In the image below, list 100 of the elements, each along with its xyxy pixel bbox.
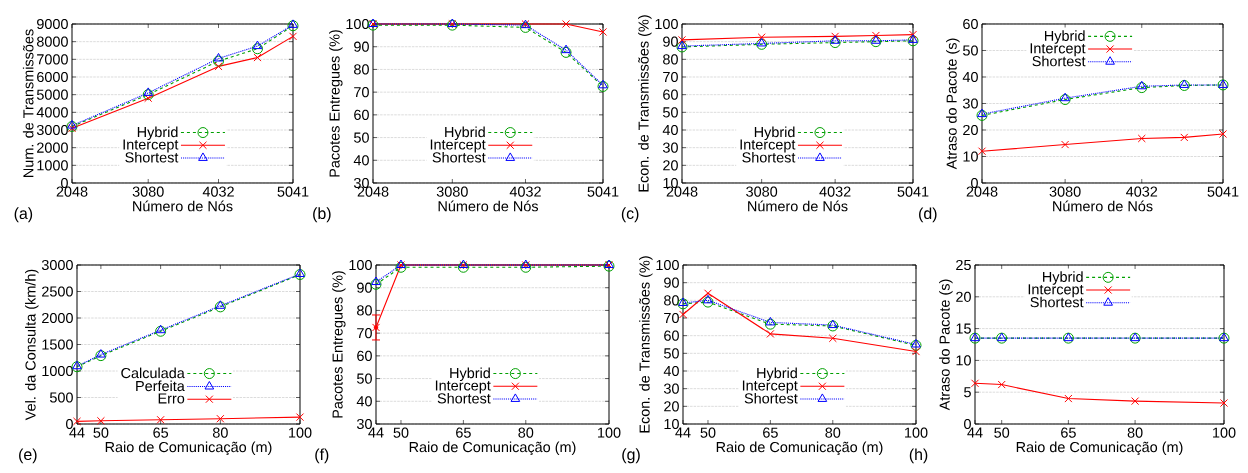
legend-label: Hybrid — [1043, 271, 1083, 285]
y-tick-label: 70 — [663, 71, 678, 83]
legend-label: Hybrid — [754, 126, 795, 141]
y-tick-label: 20 — [956, 291, 971, 302]
x-axis-title: Raio de Comunicação (m) — [105, 441, 272, 456]
x-tick-label: 50 — [994, 427, 1010, 438]
point — [970, 379, 980, 388]
point — [252, 40, 263, 50]
x-tick-label: 3080 — [132, 186, 164, 197]
legend-label: Intercept — [740, 139, 796, 153]
text: (h) — [909, 448, 928, 464]
y-tick-label: 60 — [663, 89, 678, 100]
x-tick-label: 3080 — [436, 186, 468, 197]
y-axis-title: Econ. de Transmissões (%) — [638, 15, 652, 192]
x-axis-title: Número de Nós — [1053, 200, 1153, 212]
point — [1180, 133, 1189, 142]
y-tick-label: 10 — [963, 151, 978, 162]
point — [598, 27, 608, 36]
point — [703, 289, 713, 298]
point — [997, 380, 1006, 389]
legend-label: Shortest — [742, 151, 796, 163]
point — [288, 19, 298, 28]
y-axis-title: Vel. da Consulta (km/h) — [25, 269, 39, 421]
x-tick-label: 65 — [763, 427, 778, 438]
y-tick-label: 500 — [49, 392, 73, 403]
x-tick-label: 80 — [1127, 427, 1143, 438]
x-tick-label: 65 — [456, 427, 471, 438]
y-tick-label: 10 — [663, 177, 678, 189]
x-tick-label: 50 — [393, 427, 409, 438]
point — [143, 87, 154, 96]
legend-label: Shortest — [437, 392, 491, 404]
y-axis-title: Econ. de Transmissões (%) — [639, 256, 653, 433]
x-tick-label: 100 — [905, 427, 928, 438]
x-tick-label: 2048 — [357, 186, 389, 197]
y-tick-label: 50 — [353, 132, 369, 143]
point — [295, 413, 305, 422]
x-tick-label: 65 — [153, 427, 169, 438]
y-tick-label: 15 — [956, 323, 971, 334]
legend-label: Shortest — [1032, 55, 1086, 67]
x-tick-label: 3080 — [746, 186, 778, 197]
y-tick-label: 2000 — [37, 142, 68, 153]
x-tick-label: 50 — [93, 427, 109, 438]
point — [764, 318, 776, 330]
y-axis-title: Atraso do Pacote (s) — [939, 279, 953, 411]
point — [828, 334, 837, 343]
y-tick-label: 20 — [663, 160, 678, 171]
point — [287, 20, 299, 32]
y-tick-label: 50 — [356, 373, 372, 384]
text: (a) — [14, 207, 33, 223]
y-axis-title: Pacotes Entregues (%) — [329, 30, 343, 177]
legend-label: Shortest — [432, 151, 486, 163]
point — [96, 349, 106, 358]
legend-label: Intercept — [1028, 284, 1084, 298]
x-tick-label: 5041 — [277, 186, 309, 197]
point — [1218, 129, 1228, 139]
y-tick-label: 20 — [963, 124, 978, 136]
point — [911, 347, 921, 356]
point — [519, 21, 531, 33]
y-tick-label: 50 — [963, 45, 978, 56]
x-tick-label: 44 — [967, 427, 983, 438]
y-tick-label: 30 — [962, 98, 978, 109]
y-tick-label: 40 — [662, 124, 678, 136]
x-axis-title: Raio de Comunicação (m) — [1016, 441, 1183, 456]
legend-label: Intercept — [742, 380, 798, 394]
y-tick-label: 8000 — [36, 36, 68, 47]
legend-label: Perfeita — [136, 380, 185, 392]
x-tick-label: 2048 — [666, 186, 698, 197]
point — [1136, 82, 1148, 94]
y-tick-label: 100 — [349, 259, 372, 271]
y-tick-label: 1000 — [37, 160, 68, 171]
x-tick-label: 100 — [289, 427, 312, 438]
legend-label: Shortest — [125, 151, 179, 163]
y-tick-label: 1000 — [42, 365, 73, 377]
legend-label: Hybrid — [757, 367, 797, 382]
point — [142, 89, 154, 101]
y-tick-label: 0 — [964, 418, 971, 430]
y-tick-label: 50 — [663, 107, 678, 118]
y-tick-label: 70 — [664, 312, 679, 324]
point — [371, 276, 381, 286]
x-tick-label: 5041 — [1207, 186, 1239, 197]
legend-label: Intercept — [430, 139, 486, 153]
point — [1137, 134, 1146, 143]
y-tick-label: 80 — [357, 305, 372, 316]
y-tick-label: 100 — [656, 259, 679, 271]
y-tick-label: 80 — [664, 295, 679, 306]
point — [95, 350, 107, 362]
legend-label: Intercept — [1030, 43, 1086, 57]
y-tick-label: 5000 — [36, 89, 68, 100]
point — [1061, 140, 1070, 149]
legend-label: Hybrid — [1045, 30, 1085, 44]
y-tick-label: 60 — [354, 109, 369, 120]
text: (f) — [315, 448, 329, 464]
x-tick-label: 5041 — [587, 186, 619, 197]
y-tick-label: 60 — [357, 350, 372, 361]
point — [214, 301, 226, 313]
text: (b) — [313, 207, 331, 223]
text: (e) — [19, 448, 37, 464]
legend-label: Hybrid — [137, 126, 178, 141]
y-tick-label: 70 — [354, 87, 369, 98]
x-tick-label: 4032 — [509, 186, 541, 197]
